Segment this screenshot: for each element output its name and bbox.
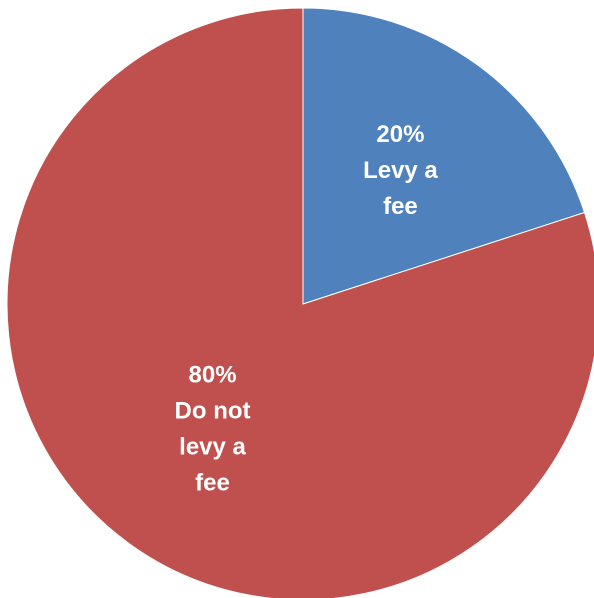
data-label-levy-a-fee: 20% Levy a fee: [363, 121, 438, 220]
data-label-line: 80%: [189, 362, 237, 389]
data-label-do-not-levy-a-fee: 80% Do not levy a fee: [175, 362, 251, 497]
data-label-line: Do not: [175, 398, 251, 425]
data-label-line: fee: [195, 470, 230, 497]
pie-slice-do-not-levy-a-fee: [6, 7, 594, 598]
data-label-line: fee: [383, 193, 418, 220]
pie-slice-levy-a-fee: [302, 7, 586, 305]
data-label-line: Levy a: [363, 157, 438, 184]
data-label-line: levy a: [179, 434, 246, 461]
data-label-line: 20%: [376, 121, 424, 148]
